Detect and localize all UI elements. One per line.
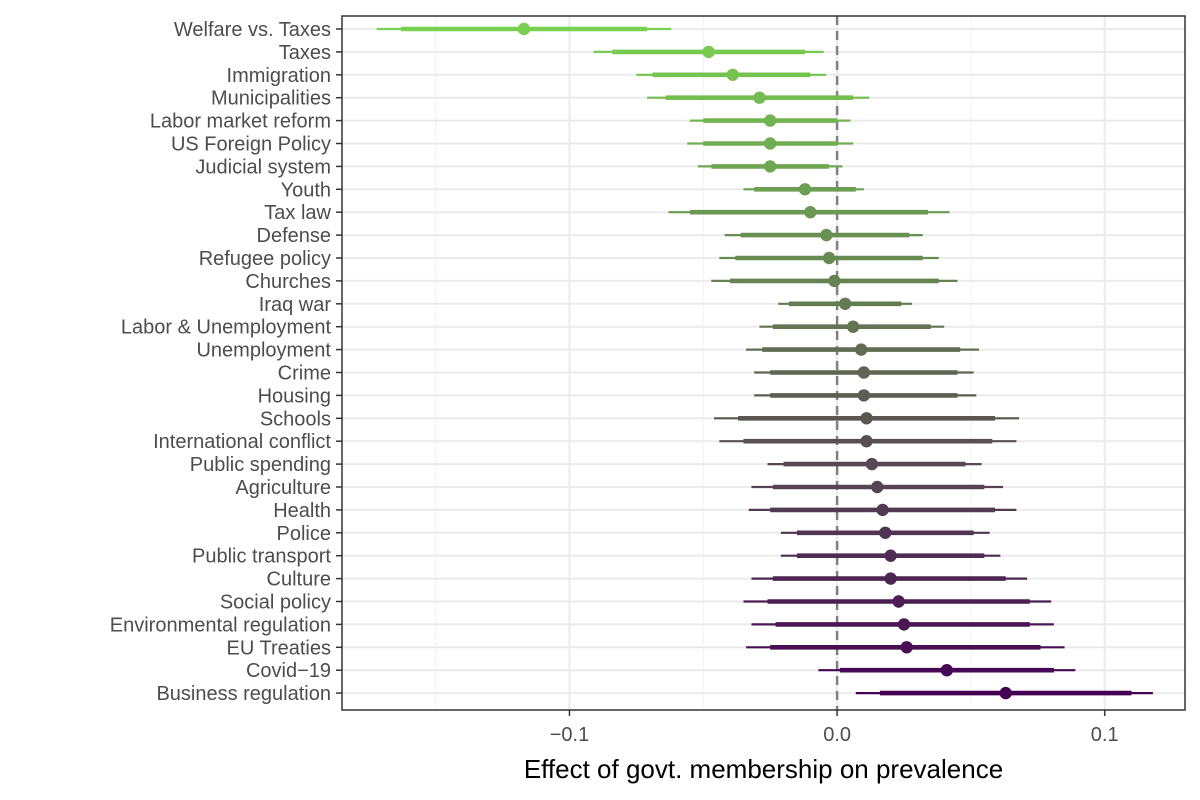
point-estimate (860, 412, 873, 425)
panel-border (341, 15, 1186, 711)
point-estimate (822, 251, 836, 265)
point-estimate (884, 549, 897, 562)
point-estimate (804, 206, 817, 219)
point-estimate (763, 114, 777, 127)
y-tick-label: International conflict (153, 431, 331, 453)
y-tick-label: US Foreign Policy (171, 134, 331, 156)
point-estimate (900, 641, 913, 654)
y-tick-label: Churches (245, 271, 331, 293)
point-estimate (838, 297, 852, 310)
y-tick-label: Welfare vs. Taxes (174, 19, 331, 41)
point-estimate (897, 618, 911, 631)
point-estimate (820, 228, 833, 242)
y-tick-label: Labor & Unemployment (121, 317, 332, 339)
x-tick-label: 0.0 (823, 724, 851, 746)
point-estimate (846, 320, 860, 333)
y-tick-label: Judicial system (195, 156, 331, 178)
y-tick-label: Public transport (192, 546, 331, 568)
y-tick-label: Youth (281, 179, 331, 201)
y-tick-label: Culture (267, 569, 331, 591)
y-tick-label: Crime (278, 363, 331, 385)
y-tick-label: Refugee policy (199, 248, 331, 270)
y-tick-label: Schools (260, 408, 331, 430)
point-estimate (999, 686, 1012, 700)
point-estimate (884, 572, 897, 585)
point-estimate (517, 22, 531, 36)
point-estimate (763, 160, 777, 173)
y-tick-label: Labor market reform (150, 111, 331, 133)
point-estimate (940, 664, 954, 677)
point-estimate (876, 503, 889, 517)
y-tick-label: Business regulation (156, 683, 331, 705)
x-tick-label: 0.1 (1091, 724, 1119, 746)
x-axis-title: Effect of govt. membership on prevalence (524, 754, 1003, 784)
point-estimate (726, 68, 739, 82)
y-tick-label: Iraq war (259, 294, 332, 316)
point-estimate (865, 457, 879, 471)
point-estimate (879, 526, 892, 539)
y-axis: Welfare vs. TaxesTaxesImmigrationMunicip… (110, 19, 342, 705)
point-estimate (857, 389, 871, 402)
y-tick-label: EU Treaties (227, 637, 331, 659)
point-estimate (860, 435, 873, 448)
y-tick-label: Covid−19 (246, 660, 331, 682)
point-estimate (871, 480, 884, 494)
y-tick-label: Taxes (279, 42, 331, 64)
y-tick-label: Environmental regulation (110, 614, 331, 636)
y-tick-label: Tax law (264, 202, 331, 224)
y-tick-label: Social policy (220, 592, 331, 614)
point-estimate (892, 595, 905, 608)
y-tick-label: Defense (257, 225, 332, 247)
y-tick-label: Health (273, 500, 331, 522)
y-tick-label: Agriculture (235, 477, 331, 499)
y-tick-label: Housing (258, 385, 331, 407)
point-estimate (798, 183, 812, 196)
x-tick-label: −0.1 (550, 724, 589, 746)
y-tick-label: Police (277, 523, 331, 545)
y-tick-label: Municipalities (211, 88, 331, 110)
x-axis: −0.1 0.0 0.1 (550, 710, 1119, 746)
point-estimate (857, 366, 871, 379)
y-tick-label: Public spending (190, 454, 331, 476)
estimate-marks (376, 22, 1153, 700)
point-estimate (828, 274, 841, 288)
point-estimate (854, 343, 868, 356)
y-tick-label: Unemployment (196, 340, 331, 362)
point-estimate (702, 45, 715, 59)
point-estimate (753, 91, 766, 104)
point-estimate (763, 137, 777, 150)
y-tick-label: Immigration (227, 65, 331, 87)
